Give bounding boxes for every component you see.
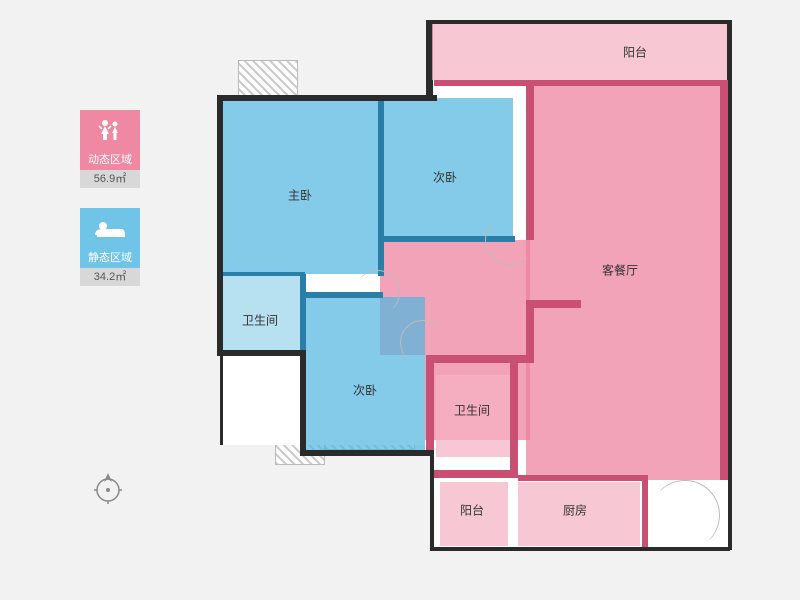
wall <box>217 95 437 101</box>
wall <box>510 363 518 478</box>
wall <box>300 350 306 455</box>
label-balcony-bottom: 阳台 <box>460 502 484 519</box>
wall <box>300 450 430 456</box>
zone-balcony-top <box>432 23 727 80</box>
legend-dynamic-value: 56.9㎡ <box>80 170 140 188</box>
wall <box>426 20 432 100</box>
wall <box>518 475 648 481</box>
legend-dynamic: 动态区域 56.9㎡ <box>80 110 140 188</box>
label-secondary-2: 次卧 <box>353 382 377 399</box>
wall <box>526 300 581 308</box>
label-living-dining: 客餐厅 <box>602 262 638 279</box>
wall <box>426 355 534 363</box>
wall <box>303 292 383 298</box>
wall <box>300 274 306 354</box>
legend-static-value: 34.2㎡ <box>80 268 140 286</box>
legend-static: 静态区域 34.2㎡ <box>80 208 140 286</box>
wall <box>526 300 534 360</box>
wall <box>426 20 732 24</box>
wall <box>223 272 305 276</box>
floorplan: 阳台 主卧 次卧 客餐厅 卫生间 次卧 卫生间 阳台 厨房 <box>200 20 750 580</box>
hatch-area <box>238 60 298 100</box>
wall <box>430 547 730 551</box>
wall <box>430 450 434 550</box>
wall <box>432 470 518 478</box>
wall <box>217 95 223 355</box>
wall <box>434 80 728 86</box>
wall <box>526 80 534 240</box>
zone-secondary2 <box>305 297 425 452</box>
label-kitchen: 厨房 <box>563 502 587 519</box>
label-secondary-1: 次卧 <box>433 169 457 186</box>
label-bathroom-2: 卫生间 <box>454 402 490 419</box>
sleep-icon <box>80 208 140 248</box>
compass-icon <box>90 470 126 506</box>
legend-panel: 动态区域 56.9㎡ 静态区域 34.2㎡ <box>80 110 140 306</box>
legend-dynamic-label: 动态区域 <box>80 150 140 170</box>
wall <box>217 350 305 356</box>
wall <box>378 98 384 276</box>
people-icon <box>80 110 140 150</box>
label-balcony-top: 阳台 <box>623 44 647 61</box>
wall <box>728 20 732 550</box>
label-bathroom-1: 卫生间 <box>242 312 278 329</box>
label-master-bedroom: 主卧 <box>288 187 312 204</box>
zone-living-dining <box>526 80 728 480</box>
wall <box>642 475 648 547</box>
wall <box>720 80 728 480</box>
wall <box>426 355 434 450</box>
legend-static-label: 静态区域 <box>80 248 140 268</box>
